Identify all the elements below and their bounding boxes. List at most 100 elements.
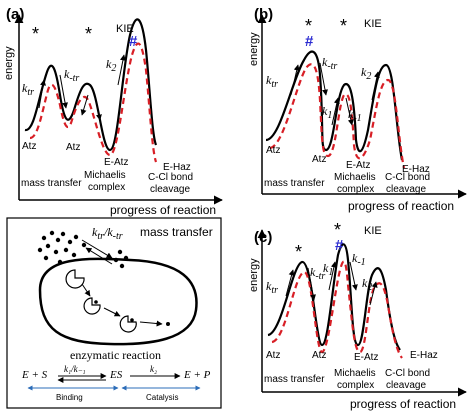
panel-c-km1-arrow [349, 261, 358, 291]
panel-a: (a) energy progress of reaction * * KIE … [3, 6, 223, 217]
panel-b: (b) energy progress of reaction * * KIE … [248, 6, 467, 213]
panel-b-km1: k-1 [348, 107, 362, 124]
enzyme-arrow-1 [81, 283, 91, 297]
cell-outline [38, 257, 198, 346]
panel-b-kie: KIE [364, 18, 382, 30]
panel-b-species-1: Atz [266, 145, 280, 156]
panel-c-km1: k-1 [352, 251, 366, 268]
panel-b-hash: # [305, 33, 314, 50]
panel-a-k2: k2 [106, 57, 116, 74]
eq-rate-1: k₁/k₋₁ [64, 364, 86, 374]
panel-a-label: (a) [6, 6, 24, 23]
panel-c: (c) energy progress of reaction * * KIE … [248, 220, 467, 411]
eq-rate-2: k₂ [150, 364, 157, 374]
panel-b-k1: k1 [322, 104, 332, 121]
panel-b-species-3: E-Atz [346, 160, 370, 171]
panel-a-species-4: E-Haz [163, 162, 191, 173]
panel-a-star-1: * [32, 24, 39, 44]
catalysis-label: Catalysis [146, 393, 178, 402]
panel-b-solid-curve [265, 50, 404, 161]
panel-a-caption-mass: mass transfer [21, 178, 82, 189]
panel-b-km1-arrow [345, 97, 354, 126]
panel-b-kmtr-arrow [319, 62, 328, 96]
panel-c-species-1: Atz [266, 350, 280, 361]
panel-c-x-label: progress of reaction [350, 397, 456, 411]
transfer-arrow-in [81, 239, 113, 259]
panel-b-ktr: ktr [266, 73, 278, 90]
panel-c-caption-ccl1: C-Cl bond [385, 368, 430, 379]
panel-c-y-label: energy [248, 258, 260, 292]
panel-a-arrow-down [95, 99, 102, 121]
panel-b-caption-ccl2: cleavage [386, 184, 426, 195]
panel-c-caption-ccl2: cleavage [386, 380, 426, 391]
panel-c-species-3: E-Atz [354, 352, 378, 363]
panel-b-ktr-arrow [290, 64, 300, 96]
product-dot [166, 322, 170, 326]
panel-a-ktr: ktr [22, 81, 34, 98]
enzyme-1 [65, 269, 85, 289]
panel-c-k1: k1 [323, 261, 333, 278]
panel-c-k2-arrow [369, 281, 378, 306]
panel-c-ktr: ktr [266, 279, 278, 296]
panel-c-caption-mich2: complex [337, 380, 374, 391]
schematic-rate: ktr/k-tr [92, 225, 123, 242]
panel-b-star-2: * [340, 16, 347, 36]
panel-a-arrow-up [80, 94, 89, 116]
panel-a-y-label: energy [3, 46, 15, 80]
panel-a-hash: # [129, 33, 138, 50]
panel-c-star-1: * [295, 242, 302, 262]
panel-a-species-2: Atz [66, 142, 80, 153]
panel-a-k2-arrow [117, 54, 126, 86]
schematic-transfer-label: mass transfer [140, 225, 213, 239]
panel-a-kmtr-arrow [59, 74, 68, 109]
eq-right: E + P [183, 369, 211, 381]
panel-b-kmtr: k-tr [322, 55, 337, 72]
panel-b-species-4: E-Haz [402, 164, 430, 175]
panel-b-caption-mass: mass transfer [264, 178, 325, 189]
panel-c-species-4: E-Haz [410, 350, 438, 361]
eq-mid: ES [109, 369, 123, 381]
panel-b-star-1: * [305, 16, 312, 36]
enzyme-arrow-2 [103, 307, 121, 317]
panel-b-y-label: energy [248, 32, 260, 66]
panel-a-caption-ccl2: cleavage [150, 184, 190, 195]
panel-c-ktr-arrow [285, 269, 295, 297]
panel-a-caption-mich1: Michaelis [84, 170, 126, 181]
panel-b-caption-mich1: Michaelis [334, 172, 376, 183]
panel-a-caption-ccl1: C-Cl bond [148, 172, 193, 183]
enzyme-3 [119, 315, 137, 333]
transfer-arrow-out [85, 247, 113, 265]
panel-b-k2: k2 [361, 65, 371, 82]
panel-c-k2: k2 [362, 276, 372, 293]
panel-b-species-2: Atz [312, 154, 326, 165]
panel-b-k2-arrow [371, 71, 380, 101]
panel-c-kie: KIE [364, 225, 382, 237]
panel-b-x-label: progress of reaction [348, 199, 454, 213]
panel-b-dashed-curve [269, 63, 406, 169]
panel-a-ktr-arrow [38, 79, 47, 109]
panel-a-star-2: * [85, 24, 92, 44]
panel-b-k1-arrow [331, 97, 340, 126]
panel-a-dashed-curve [29, 42, 158, 163]
panel-c-kmtr-arrow [307, 267, 316, 301]
panel-c-species-2: Atz [312, 350, 326, 361]
panel-c-k1-arrow [328, 261, 337, 291]
panel-b-caption-ccl1: C-Cl bond [385, 172, 430, 183]
panel-c-dashed-curve [271, 260, 403, 359]
panel-c-solid-curve [267, 243, 401, 351]
panel-a-kie: KIE [116, 23, 134, 35]
panel-c-label: (c) [254, 229, 272, 246]
enzyme-2 [83, 297, 101, 315]
panel-a-x-label: progress of reaction [110, 203, 216, 217]
enzyme-arrow-3 [139, 320, 163, 327]
panel-a-species-3: E-Atz [104, 157, 128, 168]
panel-b-label: (b) [254, 6, 273, 23]
panel-c-star-2: * [334, 220, 341, 240]
binding-label: Binding [56, 393, 83, 402]
panel-c-caption-mich1: Michaelis [334, 368, 376, 379]
panel-a-caption-mich2: complex [88, 182, 125, 193]
panel-c-hash: # [335, 237, 344, 254]
eq-left: E + S [21, 369, 48, 381]
enzymatic-label: enzymatic reaction [70, 348, 161, 362]
